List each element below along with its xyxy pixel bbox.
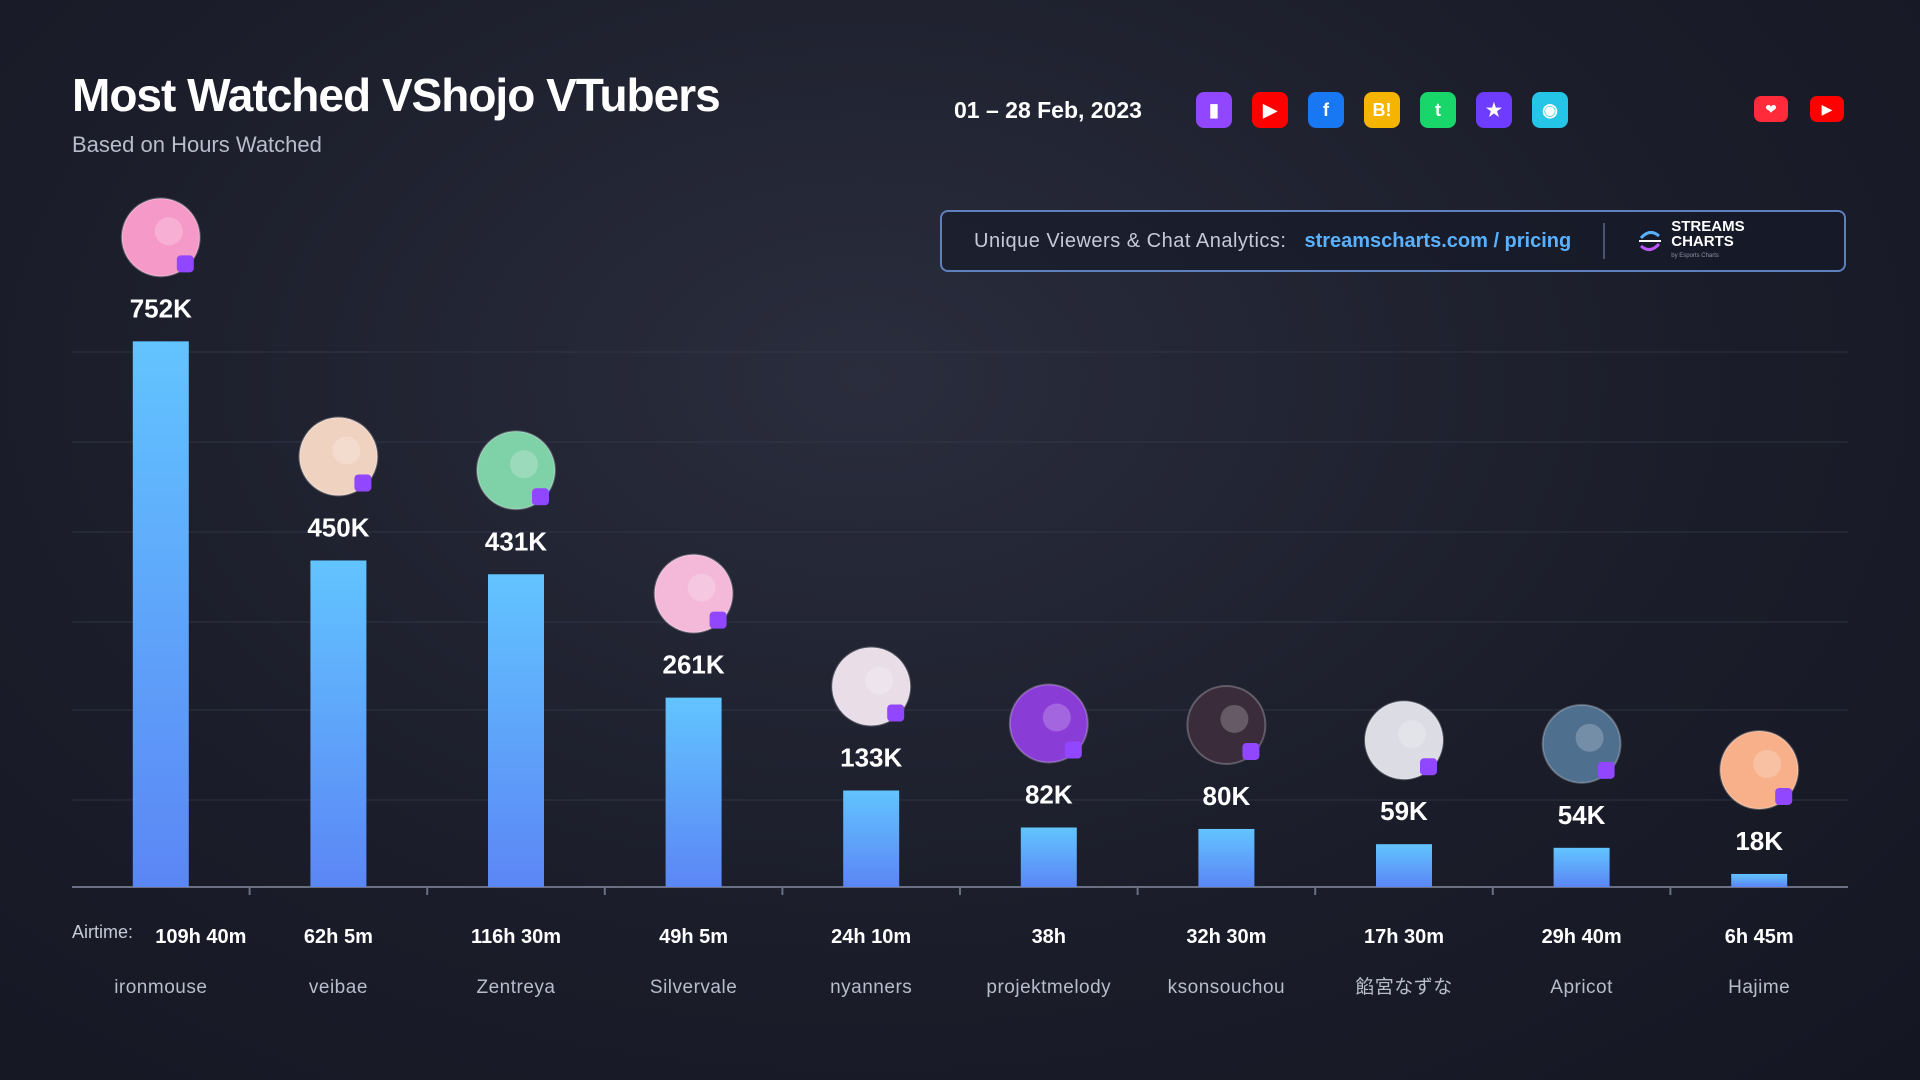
airtime-value: 24h 10m: [831, 926, 911, 948]
bar: [843, 790, 900, 887]
value-label: 261K: [663, 650, 725, 680]
bar: [1198, 828, 1255, 887]
avatar-highlight: [154, 217, 183, 246]
value-label: 18K: [1735, 826, 1783, 856]
airtime-value: 6h 45m: [1725, 926, 1794, 948]
booyah-icon[interactable]: B!: [1364, 92, 1400, 128]
airtime-label: Airtime:: [72, 922, 134, 942]
platform-icons: ▮ ▶ f B! t ★ ◉: [1196, 92, 1568, 128]
airtime-value: 62h 5m: [304, 926, 373, 948]
twitch-badge-icon: [1242, 742, 1260, 760]
promo-link[interactable]: streamscharts.com / pricing: [1304, 229, 1572, 252]
bar: [488, 574, 544, 887]
twitch-badge-icon: [709, 611, 727, 629]
value-label: 82K: [1025, 780, 1073, 810]
bar: [1020, 827, 1077, 887]
airtime-value: 49h 5m: [659, 926, 728, 948]
twitch-badge-icon: [176, 255, 194, 273]
value-label: 431K: [485, 526, 547, 556]
airtime-value: 17h 30m: [1364, 926, 1444, 948]
bar: [310, 560, 367, 887]
logo-line2: CHARTS: [1671, 232, 1734, 250]
airtime-value: 38h: [1032, 926, 1066, 948]
social-icons: ❤ ▶: [1754, 96, 1844, 122]
streamer-name: ksonsouchou: [1168, 977, 1285, 998]
streamer-name: Apricot: [1550, 977, 1613, 998]
streamer-name: Zentreya: [477, 977, 556, 998]
streams-charts-logo[interactable]: STREAMS CHARTS by Esports Charts: [1635, 217, 1745, 264]
streamer-name: veibae: [309, 977, 368, 998]
streamer-name: Silvervale: [650, 977, 737, 998]
avatar-highlight: [865, 666, 894, 695]
chart-title: Most Watched VShojo VTubers: [72, 69, 721, 121]
airtime-value: 116h 30m: [471, 926, 561, 948]
avatar-highlight: [1042, 703, 1071, 732]
value-label: 752K: [130, 293, 192, 323]
heart-icon[interactable]: ❤: [1754, 96, 1788, 122]
airtime-value: 29h 40m: [1542, 926, 1622, 948]
value-label: 54K: [1558, 800, 1606, 830]
promo-banner[interactable]: Unique Viewers & Chat Analytics: streams…: [940, 210, 1846, 272]
avatar-highlight: [1753, 749, 1782, 778]
avatar-highlight: [1575, 723, 1604, 752]
bar: [1553, 847, 1610, 887]
streamer-name: Hajime: [1728, 977, 1790, 998]
bar: [1376, 844, 1432, 887]
avatar-highlight: [510, 450, 538, 479]
promo-divider: [1603, 223, 1606, 259]
streamer-name: projektmelody: [986, 977, 1111, 998]
logo-line1: STREAMS: [1671, 217, 1745, 235]
youtube-icon[interactable]: ▶: [1810, 96, 1844, 122]
trovo-icon[interactable]: t: [1420, 92, 1456, 128]
youtube-icon[interactable]: ▶: [1252, 92, 1288, 128]
bar: [132, 341, 189, 887]
streams-charts-logo-icon: [1639, 231, 1662, 251]
date-range: 01 – 28 Feb, 2023: [954, 97, 1142, 123]
twitch-badge-icon: [532, 488, 549, 506]
logo-sub: by Esports Charts: [1671, 252, 1719, 259]
chart-subtitle: Based on Hours Watched: [72, 132, 322, 157]
avatar-highlight: [332, 436, 361, 465]
bar: [665, 697, 722, 887]
promo-label: Unique Viewers & Chat Analytics:: [974, 229, 1287, 252]
value-label: 450K: [307, 512, 369, 542]
twitch-badge-icon: [1420, 758, 1437, 776]
twitch-icon[interactable]: ▮: [1196, 92, 1232, 128]
value-label: 80K: [1203, 781, 1251, 811]
avatar-highlight: [1398, 720, 1426, 749]
airtime-value: 109h 40m: [155, 926, 246, 948]
streamer-name: ironmouse: [114, 977, 207, 998]
twitch-badge-icon: [887, 704, 905, 722]
avatar-highlight: [1220, 704, 1249, 733]
streamer-name: nyanners: [830, 977, 912, 998]
airtime-value: 32h 30m: [1186, 926, 1266, 948]
twitch-badge-icon: [354, 474, 372, 492]
kick-like-icon[interactable]: ★: [1476, 92, 1512, 128]
streamer-name: 餡宮なずな: [1355, 976, 1453, 998]
bar: [1731, 873, 1788, 887]
twitch-badge-icon: [1775, 787, 1793, 805]
value-label: 59K: [1380, 796, 1428, 826]
facebook-icon[interactable]: f: [1308, 92, 1344, 128]
twitch-badge-icon: [1064, 741, 1082, 759]
avatar-highlight: [687, 573, 716, 602]
value-label: 133K: [840, 742, 902, 772]
twitch-badge-icon: [1597, 761, 1615, 779]
bigo-icon[interactable]: ◉: [1532, 92, 1568, 128]
